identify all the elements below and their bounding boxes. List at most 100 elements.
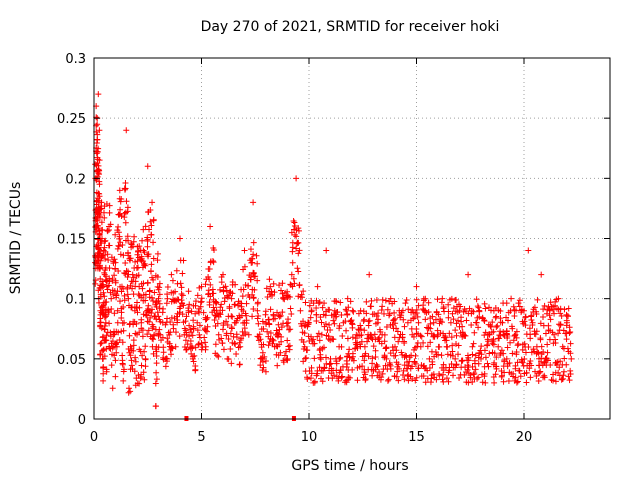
data-point	[249, 313, 256, 320]
data-point	[245, 282, 252, 289]
data-point	[513, 328, 520, 335]
data-point	[154, 274, 161, 281]
data-point	[347, 298, 354, 305]
data-point	[368, 297, 375, 304]
data-point	[372, 353, 379, 360]
y-tick-label: 0.2	[65, 172, 86, 187]
data-point	[297, 294, 304, 301]
data-point	[196, 322, 203, 329]
data-point	[316, 337, 323, 344]
data-point	[537, 336, 544, 343]
data-point	[394, 328, 401, 335]
y-axis-label: SRMTID / TECUs	[8, 182, 24, 295]
data-point	[395, 338, 402, 345]
data-point	[431, 374, 438, 381]
data-point	[363, 310, 370, 317]
data-point	[293, 245, 300, 252]
data-point	[465, 310, 472, 317]
data-point	[381, 338, 388, 345]
data-point	[186, 322, 193, 329]
data-point	[267, 283, 274, 290]
data-point	[373, 297, 380, 304]
data-point	[498, 347, 505, 354]
data-point	[119, 241, 126, 248]
data-point	[465, 271, 472, 278]
data-point	[124, 204, 131, 211]
data-point	[333, 373, 340, 380]
data-point	[100, 209, 107, 216]
data-point	[567, 371, 574, 378]
data-point	[319, 378, 326, 385]
data-point	[203, 316, 210, 323]
data-point	[220, 346, 227, 353]
data-point	[190, 325, 197, 332]
data-point	[514, 342, 521, 349]
data-point	[424, 343, 431, 350]
data-point	[361, 357, 368, 364]
data-point	[474, 303, 481, 310]
data-point	[516, 303, 523, 310]
data-point	[349, 307, 356, 314]
data-point	[470, 371, 477, 378]
data-point	[276, 282, 283, 289]
data-point	[418, 333, 425, 340]
data-point	[147, 218, 154, 225]
data-point	[132, 358, 139, 365]
data-point	[277, 349, 284, 356]
axis-ticks: 0 5 10 15 20 0 0.05 0.1 0.15 0.2 0.25 0.3	[57, 52, 610, 445]
data-point	[392, 352, 399, 359]
data-point	[94, 242, 101, 249]
data-point	[100, 377, 107, 384]
data-point	[274, 362, 281, 369]
data-point	[372, 320, 379, 327]
data-point	[509, 325, 516, 332]
data-point	[565, 305, 572, 312]
data-point	[479, 379, 486, 386]
data-point	[117, 283, 124, 290]
data-point	[188, 329, 195, 336]
data-point	[376, 368, 383, 375]
data-point	[218, 279, 225, 286]
data-point	[173, 267, 180, 274]
data-point	[293, 175, 300, 182]
data-point	[102, 237, 109, 244]
data-point	[527, 374, 534, 381]
data-point	[188, 308, 195, 315]
data-point	[511, 313, 518, 320]
data-point	[359, 353, 366, 360]
data-point	[179, 311, 186, 318]
data-point	[445, 369, 452, 376]
data-point	[213, 307, 220, 314]
data-point	[283, 356, 290, 363]
data-point	[284, 337, 291, 344]
data-point	[295, 250, 302, 257]
data-point	[300, 346, 307, 353]
data-point	[151, 289, 158, 296]
data-point	[278, 333, 285, 340]
data-point	[336, 322, 343, 329]
data-point	[497, 315, 504, 322]
data-point	[337, 354, 344, 361]
data-point	[349, 366, 356, 373]
data-point	[453, 341, 460, 348]
data-point	[406, 358, 413, 365]
data-point	[323, 247, 330, 254]
data-point	[546, 336, 553, 343]
data-point	[206, 276, 213, 283]
data-point	[100, 252, 107, 259]
data-point	[311, 340, 318, 347]
y-tick-label: 0.15	[57, 233, 86, 248]
data-point	[140, 226, 147, 233]
data-point	[540, 374, 547, 381]
data-point	[436, 343, 443, 350]
data-point	[364, 338, 371, 345]
data-point	[330, 336, 337, 343]
data-point	[138, 316, 145, 323]
data-point	[288, 311, 295, 318]
data-point	[447, 319, 454, 326]
data-point	[242, 281, 249, 288]
data-point	[169, 277, 176, 284]
data-point	[286, 346, 293, 353]
data-point	[357, 343, 364, 350]
data-point	[291, 223, 298, 230]
